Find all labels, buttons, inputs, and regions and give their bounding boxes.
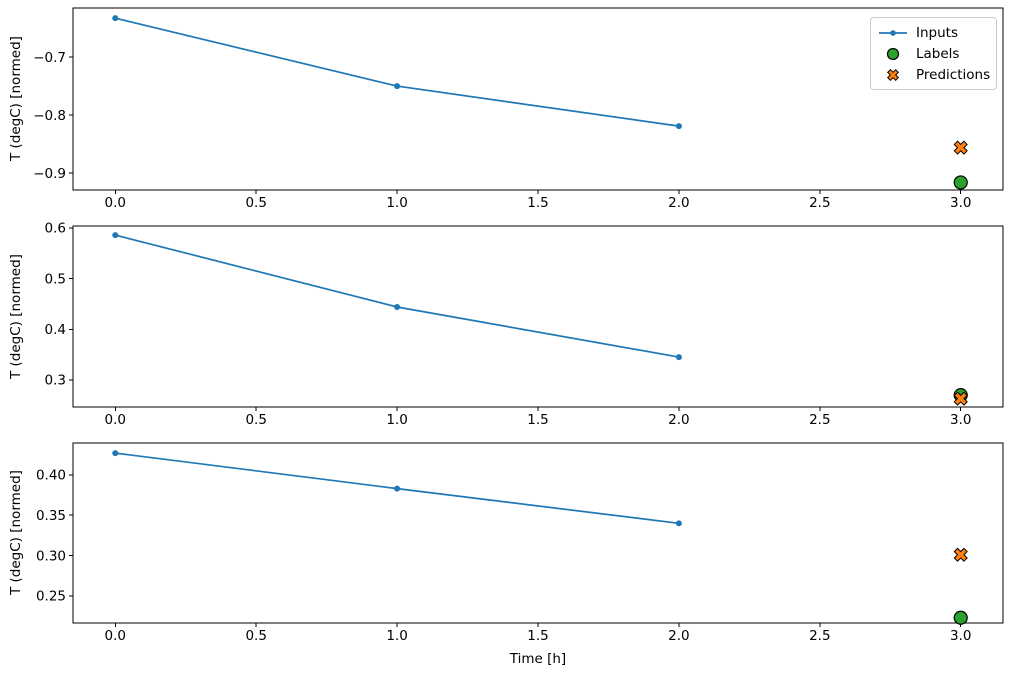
y-tick-label: 0.5 (45, 271, 66, 287)
labels-point-marker (953, 175, 968, 190)
subplot-1-ylabel: T (degC) [normed] (8, 36, 24, 162)
axes-frame (72, 7, 1004, 191)
axes-frame (72, 225, 1004, 408)
inputs-point-marker (394, 304, 401, 311)
inputs-point-marker (112, 450, 119, 457)
predictions-x-marker-icon (878, 67, 908, 83)
inputs-line-marker-icon (878, 25, 908, 41)
x-tick-label: 2.0 (668, 628, 689, 644)
x-tick-label: 3.0 (950, 412, 971, 428)
legend-item-labels: Labels (878, 44, 988, 63)
labels-point-marker (953, 610, 968, 625)
x-tick-label: 1.5 (527, 628, 548, 644)
y-tick-label: −0.9 (33, 166, 66, 182)
subplot-3: 0.0 0.5 1.0 1.5 2.0 2.5 3.0 0.25 0.30 0.35 0.40 (36, 442, 1004, 644)
x-tick-label: 0.5 (245, 412, 266, 428)
x-tick-label: 0.0 (105, 412, 126, 428)
legend-item-label: Labels (916, 45, 960, 62)
inputs-line (115, 17, 680, 127)
subplot-3-ylabel: T (degC) [normed] (8, 470, 24, 596)
y-tick-label: 0.25 (36, 589, 66, 605)
x-tick-label: 0.0 (105, 628, 126, 644)
x-tick-label: 0.5 (245, 195, 266, 211)
x-tick-label: 2.5 (809, 412, 830, 428)
y-tick-label: 0.35 (36, 508, 66, 524)
x-tick-label: 2.5 (809, 628, 830, 644)
x-axis-label: Time [h] (509, 651, 567, 667)
y-tick-label: 0.4 (45, 322, 66, 338)
inputs-point-marker (394, 485, 401, 492)
legend-item-predictions: Predictions (878, 65, 991, 84)
y-tick-label: 0.3 (45, 373, 66, 389)
x-tick-label: 3.0 (950, 195, 971, 211)
subplot-2: 0.0 0.5 1.0 1.5 2.0 2.5 3.0 0.3 0.4 0.5 0.6 (45, 221, 1004, 428)
subplot-2-ylabel: T (degC) [normed] (8, 254, 24, 379)
inputs-point-marker (675, 354, 682, 361)
y-tick-label: −0.7 (33, 50, 66, 66)
subplot-1: 0.0 0.5 1.0 1.5 2.0 2.5 3.0 −0.7 −0.8 −0.9 (33, 7, 1004, 211)
x-tick-label: 3.0 (950, 628, 971, 644)
y-tick-label: 0.30 (36, 548, 66, 564)
x-tick-label: 1.0 (386, 412, 407, 428)
y-tick-label: 0.6 (45, 221, 66, 237)
inputs-point-marker (675, 123, 682, 130)
x-tick-label: 1.0 (386, 628, 407, 644)
legend: Inputs Labels Predictions (870, 17, 997, 90)
inputs-point-marker (675, 520, 682, 527)
inputs-point-marker (394, 83, 401, 90)
inputs-point-marker (112, 15, 119, 22)
predictions-point-marker (953, 140, 968, 155)
legend-item-label: Inputs (916, 24, 958, 41)
y-tick-label: −0.8 (33, 108, 66, 124)
axes-frame (72, 442, 1004, 624)
x-tick-label: 1.5 (527, 195, 548, 211)
predictions-point-marker (953, 547, 968, 562)
inputs-point-marker (112, 232, 119, 239)
x-tick-label: 2.5 (809, 195, 830, 211)
x-tick-label: 1.5 (527, 412, 548, 428)
x-tick-label: 0.0 (105, 195, 126, 211)
legend-item-inputs: Inputs (878, 23, 988, 42)
labels-circle-marker-icon (878, 46, 908, 62)
y-tick-label: 0.40 (36, 468, 66, 484)
x-tick-label: 2.0 (668, 412, 689, 428)
legend-item-label: Predictions (916, 66, 991, 83)
x-tick-label: 1.0 (386, 195, 407, 211)
x-tick-label: 0.5 (245, 628, 266, 644)
inputs-line (115, 234, 680, 358)
x-tick-label: 2.0 (668, 195, 689, 211)
predictions-point-marker (953, 391, 968, 406)
